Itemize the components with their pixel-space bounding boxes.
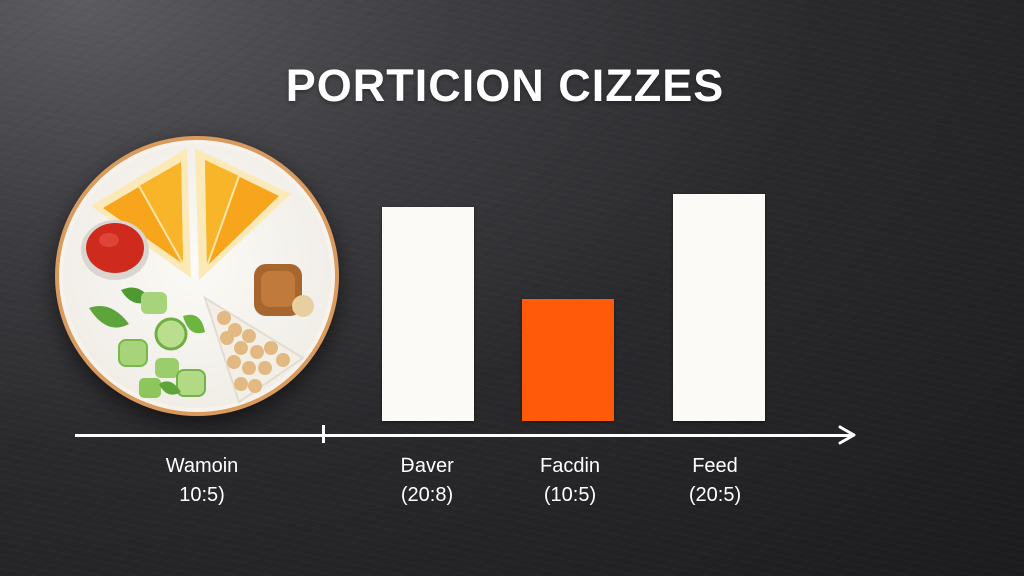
x-label-feed: Feed (20:5) [635, 452, 795, 510]
cucumber-salad-icon [89, 287, 206, 398]
orange-slice-icon [91, 148, 191, 278]
category-value: (20:8) [400, 484, 454, 506]
arrow-right-icon [838, 425, 856, 445]
orange-slice-icon [195, 148, 291, 280]
x-axis-line [75, 434, 853, 437]
category-name: Wamoin [165, 455, 239, 477]
chart-title: PORTICION CIZZES [285, 60, 725, 111]
bar-facdin [522, 299, 614, 421]
sauce-cup-icon [81, 220, 149, 280]
category-name: Feed [692, 455, 738, 477]
category-value: 10:5) [179, 484, 225, 506]
x-label-facdin: Facdin (10:5) [490, 452, 650, 510]
category-name: Facdin [539, 455, 601, 477]
x-label-haver: Ꟈaver (20:8) [347, 452, 507, 510]
category-name: Ꟈaver [400, 455, 454, 477]
bar-feed [673, 194, 765, 421]
bar-haver [382, 207, 474, 421]
chickpea-tray-icon [203, 295, 305, 404]
plate-food-icon [81, 148, 314, 404]
x-label-wamoin: Wamoin 10:5) [122, 452, 282, 510]
category-value: (10:5) [543, 484, 597, 506]
category-value: (20:5) [688, 484, 742, 506]
food-plate-illustration [55, 136, 339, 416]
x-axis-tick [322, 425, 325, 443]
bread-bite-icon [254, 264, 314, 317]
